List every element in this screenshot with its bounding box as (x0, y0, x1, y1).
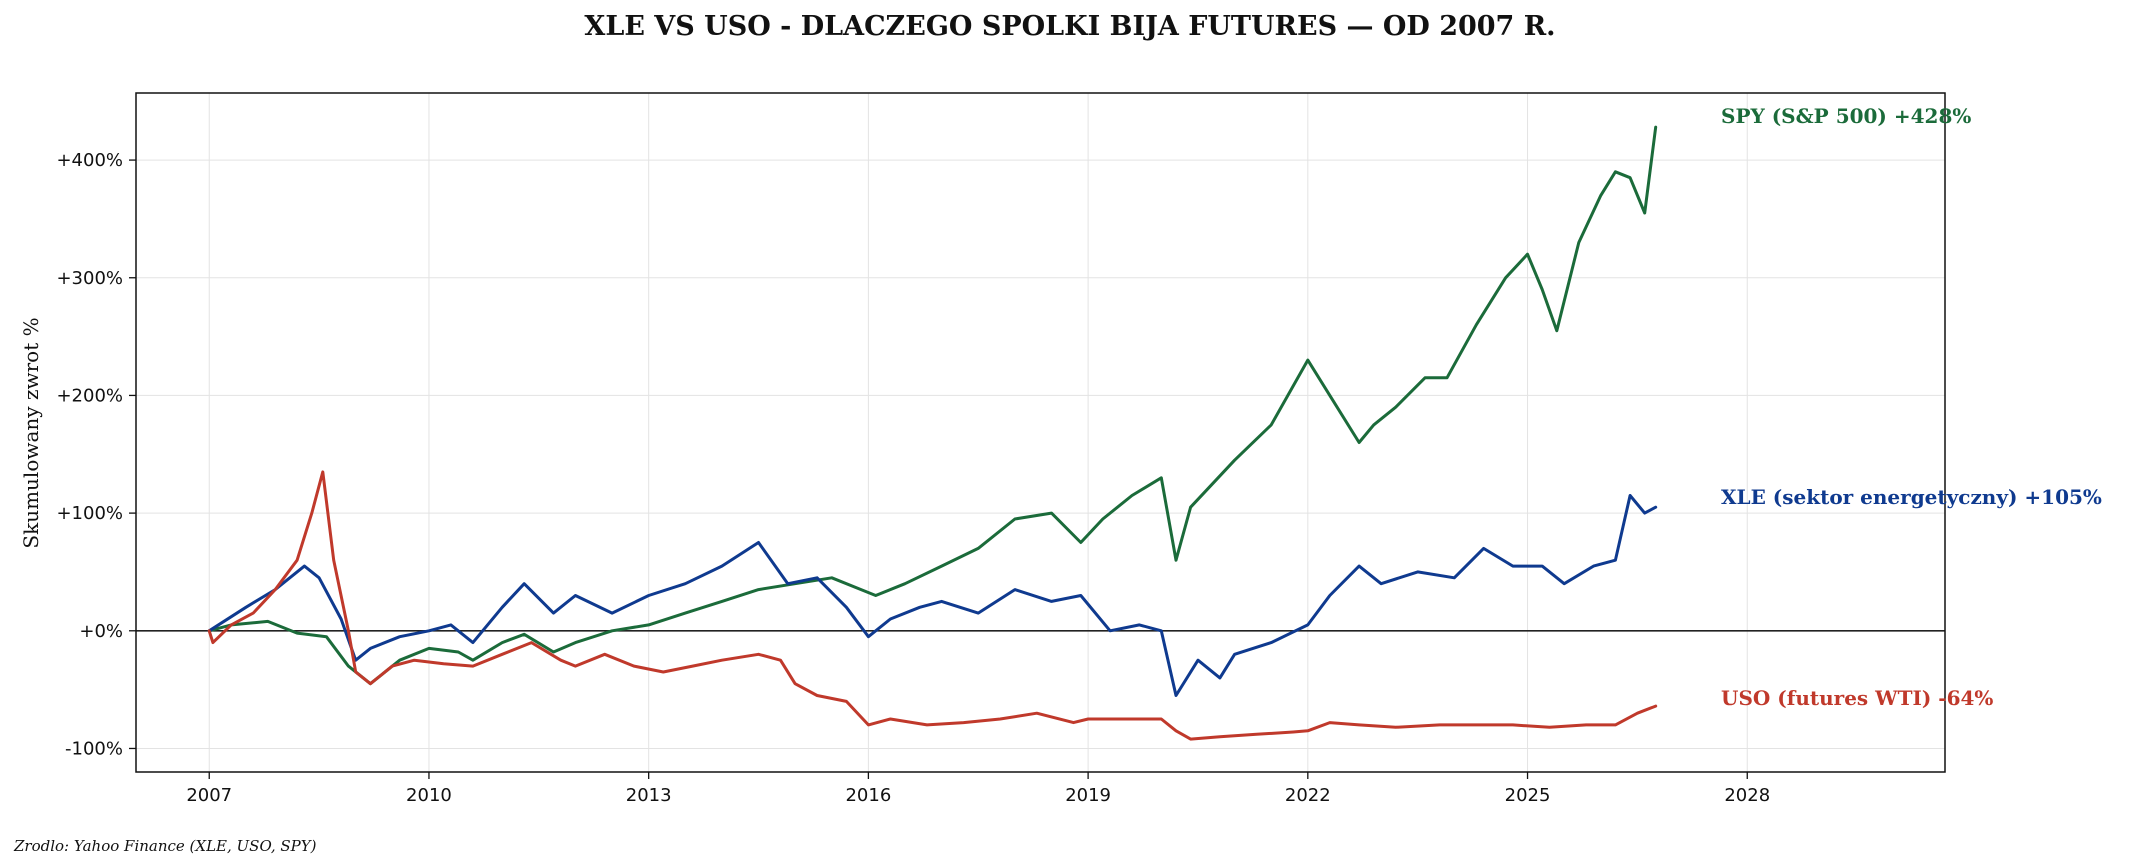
y-tick-label: +100% (56, 503, 123, 524)
x-tick-label: 2025 (1505, 785, 1551, 806)
y-tick-label: -100% (65, 738, 123, 759)
source-note: Zrodlo: Yahoo Finance (XLE, USO, SPY) (13, 837, 317, 855)
x-tick-label: 2022 (1285, 785, 1331, 806)
y-tick-label: +300% (56, 268, 123, 289)
x-axis-ticks: 2007 2010 2013 2016 2019 2022 2025 2028 (186, 772, 1770, 806)
series-end-label-0: SPY (S&P 500) +428% (1721, 104, 1971, 128)
series-end-labels: SPY (S&P 500) +428% XLE (sektor energetyc… (1721, 104, 2102, 710)
series-lines (207, 125, 1658, 741)
series-line-2 (207, 470, 1658, 741)
series-line-1 (207, 494, 1658, 697)
series-end-label-2: USO (futures WTI) -64% (1721, 686, 1993, 710)
x-tick-label: 2016 (845, 785, 891, 806)
y-tick-label: +0% (79, 621, 123, 642)
series-end-label-1: XLE (sektor energetyczny) +105% (1721, 485, 2102, 509)
y-axis-ticks: -100% +0% +100% +200% +300% +400% (56, 150, 136, 759)
x-tick-label: 2010 (406, 785, 452, 806)
series-line-0 (207, 125, 1658, 686)
x-tick-label: 2013 (626, 785, 672, 806)
grid-lines (136, 93, 1945, 772)
y-tick-label: +200% (56, 385, 123, 406)
x-tick-label: 2019 (1065, 785, 1111, 806)
chart-title: XLE VS USO - DLACZEGO SPOLKI BIJA FUTURE… (584, 11, 1555, 42)
x-tick-label: 2007 (186, 785, 232, 806)
y-tick-label: +400% (56, 150, 123, 171)
y-axis-label: Skumulowany zwrot % (19, 317, 43, 548)
plot-frame (135, 92, 1946, 773)
x-tick-label: 2028 (1724, 785, 1770, 806)
